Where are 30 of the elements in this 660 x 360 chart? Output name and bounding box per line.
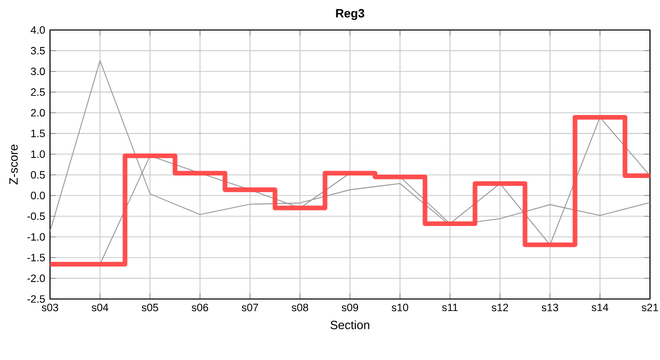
x-tick-label: s06 bbox=[192, 304, 208, 312]
y-tick-label: -2.0 bbox=[27, 274, 45, 282]
x-tick-label: s21 bbox=[642, 304, 658, 312]
y-tick-label: 3.5 bbox=[30, 46, 45, 54]
y-tick-label: -0.5 bbox=[27, 212, 45, 220]
x-tick-label: s09 bbox=[342, 304, 358, 312]
y-tick-label: 0.5 bbox=[30, 171, 45, 179]
x-tick-label: s04 bbox=[92, 304, 108, 312]
x-tick-label: s05 bbox=[142, 304, 158, 312]
x-tick-label: s03 bbox=[42, 304, 58, 312]
x-tick-label: s12 bbox=[492, 304, 508, 312]
x-tick-label: s10 bbox=[392, 304, 408, 312]
y-tick-label: -1.5 bbox=[27, 254, 45, 262]
x-tick-label: s13 bbox=[542, 304, 558, 312]
y-axis-title: Z-score bbox=[9, 144, 18, 184]
y-tick-label: -2.5 bbox=[27, 295, 45, 303]
x-tick-label: s14 bbox=[592, 304, 608, 312]
x-tick-label: s11 bbox=[442, 304, 458, 312]
y-tick-label: 1.5 bbox=[31, 130, 45, 138]
x-tick-label: s07 bbox=[242, 304, 258, 312]
chart-title: Reg3 bbox=[336, 9, 364, 20]
y-tick-label: 4.0 bbox=[30, 26, 45, 34]
y-tick-label: 3.0 bbox=[30, 68, 45, 76]
y-tick-label: 2.5 bbox=[31, 88, 45, 96]
y-tick-label: 0.0 bbox=[30, 192, 45, 200]
y-tick-label: 2.0 bbox=[31, 108, 45, 117]
x-axis-title: Section bbox=[330, 320, 370, 330]
x-tick-label: s08 bbox=[292, 304, 308, 312]
y-tick-label: 1.0 bbox=[31, 150, 45, 158]
y-tick-label: -1.0 bbox=[27, 233, 45, 241]
